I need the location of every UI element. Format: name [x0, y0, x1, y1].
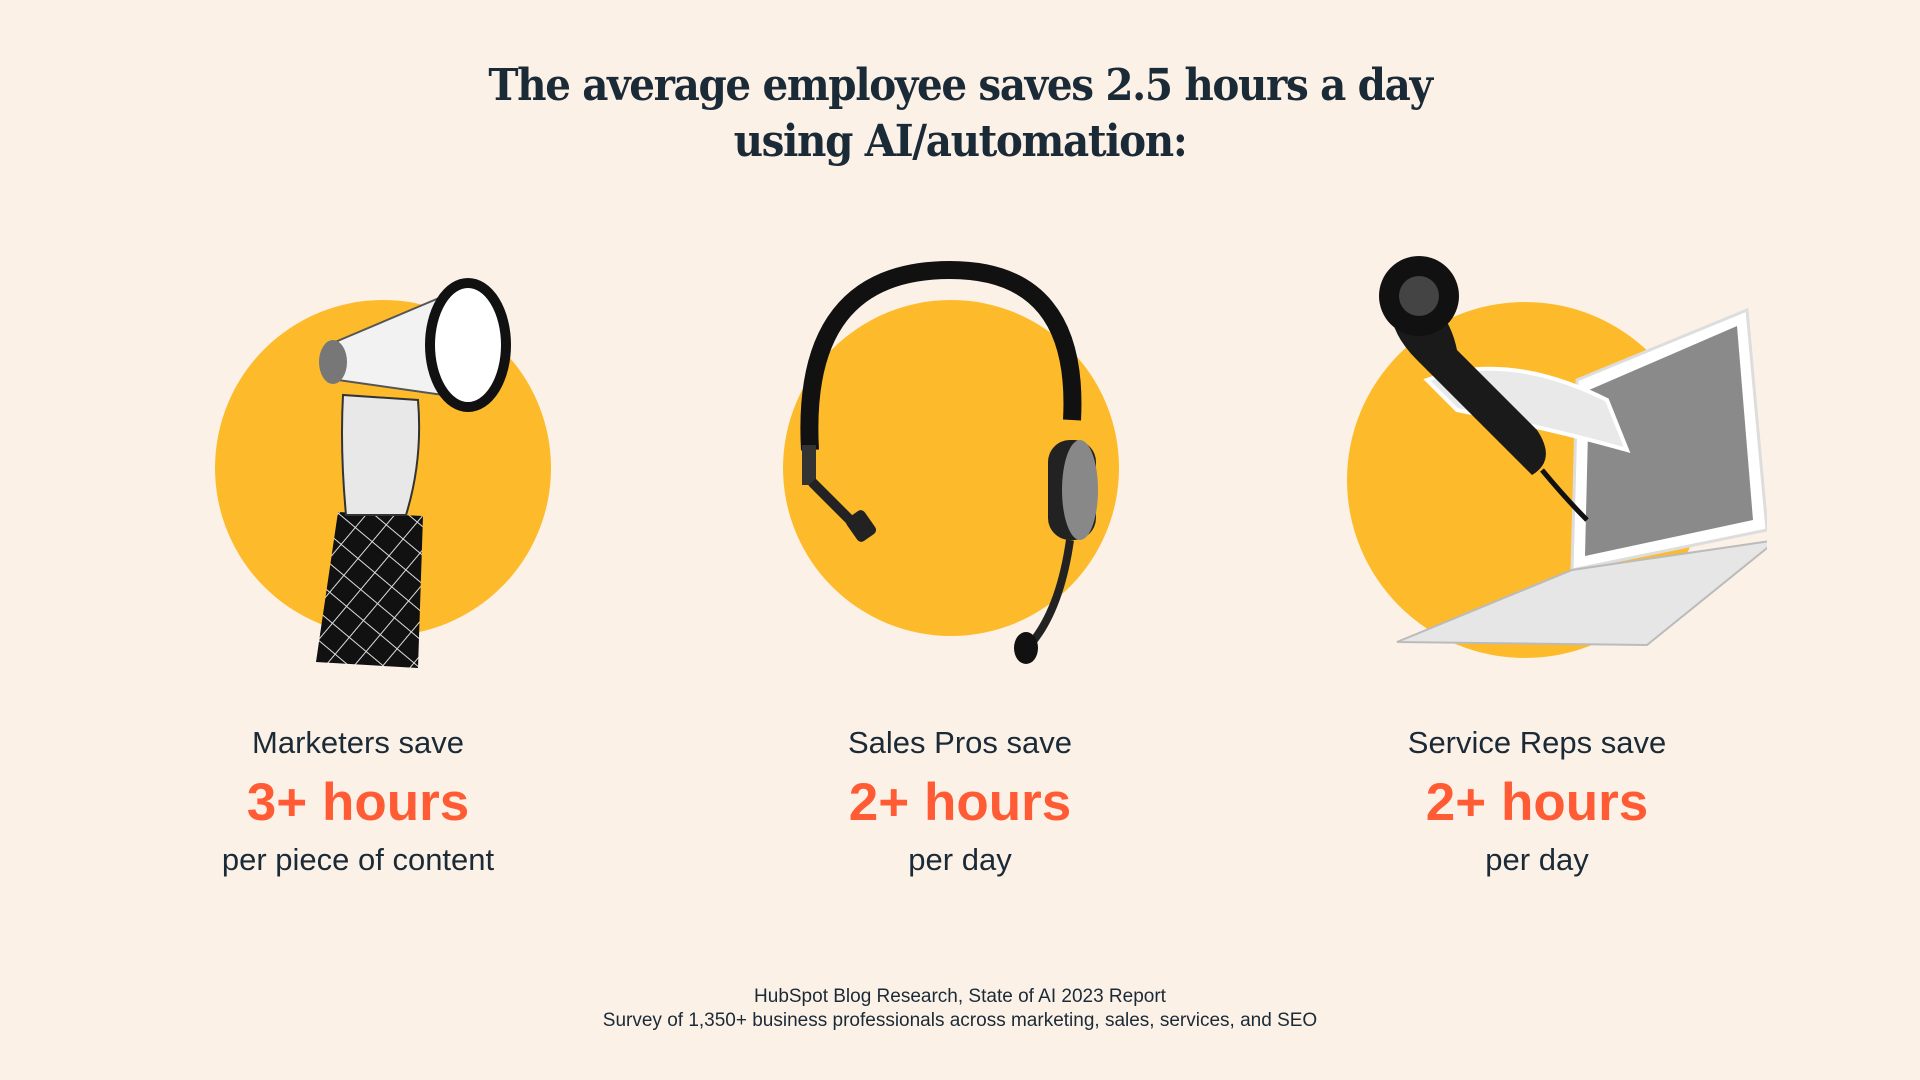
source-footer: HubSpot Blog Research, State of AI 2023 …: [602, 986, 1318, 1031]
headset-icon: [783, 260, 1119, 664]
stat-value: 2+ hours: [1425, 773, 1649, 832]
stat-value: 2+ hours: [848, 773, 1072, 832]
stat-tail: per piece of content: [221, 842, 495, 877]
stat-value: 3+ hours: [246, 773, 470, 832]
stat-lead: Marketers save: [252, 725, 464, 760]
stat-lead: Service Reps save: [1407, 725, 1667, 760]
stat-tail: per day: [1485, 842, 1589, 877]
megaphone-in-hand-icon: [215, 278, 551, 668]
page-title: The average employee saves 2.5 hours a d…: [488, 60, 1433, 167]
phone-from-laptop-icon: [1347, 256, 1767, 658]
stat-lead: Sales Pros save: [848, 725, 1072, 760]
stat-tail: per day: [908, 842, 1012, 877]
